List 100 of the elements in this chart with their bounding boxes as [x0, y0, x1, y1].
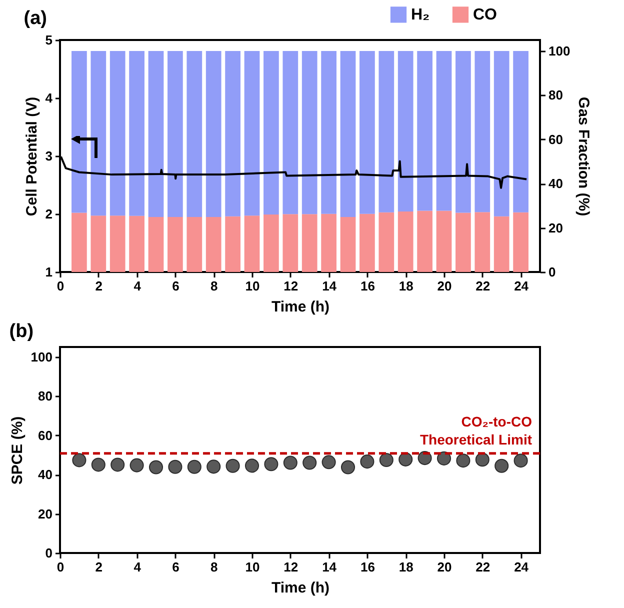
y-tick-label: 5 — [45, 32, 52, 48]
point — [244, 458, 260, 473]
y2-tick-label: 40 — [548, 176, 563, 192]
bar — [206, 216, 222, 272]
bar — [398, 211, 414, 272]
x-tick-label: 20 — [437, 278, 452, 294]
x-tick-label: 16 — [360, 560, 375, 574]
y-tick-label: 40 — [38, 467, 52, 482]
point — [322, 455, 336, 470]
bar — [436, 210, 452, 272]
x-tick-label: 14 — [322, 278, 338, 294]
y2-axis-title: Gas Fraction (%) — [575, 96, 592, 216]
point — [72, 453, 86, 468]
bar — [513, 51, 528, 212]
point — [340, 460, 356, 474]
bar — [72, 212, 87, 272]
chart-title: (a) — [24, 8, 48, 29]
point — [456, 454, 470, 468]
bar — [264, 51, 279, 215]
bar — [302, 51, 318, 214]
bar — [282, 214, 298, 272]
x-tick-label: 2 — [95, 560, 103, 574]
point — [168, 460, 182, 474]
y-tick-label: 20 — [38, 506, 52, 522]
x-tick-label: 24 — [514, 278, 530, 294]
x-tick-label: 24 — [514, 560, 530, 574]
bar — [436, 51, 452, 211]
bar — [474, 212, 490, 272]
bar — [110, 51, 126, 216]
x-tick-label: 0 — [56, 278, 64, 294]
y2-tick-label: 80 — [548, 88, 563, 103]
bar — [168, 51, 183, 217]
point — [494, 458, 509, 473]
x-tick-label: 10 — [245, 560, 260, 574]
bar — [456, 51, 471, 213]
x-tick-label: 18 — [398, 560, 414, 574]
legend-label: H₂ — [411, 6, 430, 24]
x-tick-label: 14 — [322, 560, 338, 574]
x-tick-label: 0 — [56, 560, 64, 574]
bar — [378, 51, 394, 212]
point — [130, 458, 144, 472]
bar — [340, 216, 356, 272]
x-tick-label: 22 — [476, 560, 490, 574]
bar — [474, 51, 490, 212]
y-tick-label: 60 — [38, 428, 52, 443]
x-tick-label: 4 — [134, 560, 142, 574]
bar — [378, 212, 394, 272]
bar — [225, 51, 240, 216]
bar — [360, 214, 375, 272]
x-tick-label: 18 — [398, 278, 414, 294]
y-tick-label: 4 — [45, 90, 54, 106]
bar — [456, 212, 471, 272]
x-tick-label: 20 — [437, 560, 452, 574]
point — [398, 452, 413, 466]
point — [264, 457, 278, 472]
x-tick-label: 8 — [210, 278, 218, 294]
point — [436, 451, 452, 466]
bar — [417, 210, 432, 272]
bar — [186, 51, 202, 217]
x-tick-label: 12 — [284, 560, 298, 574]
x-tick-label: 4 — [134, 278, 142, 294]
y-tick-label: 2 — [45, 206, 52, 222]
point — [110, 458, 125, 472]
point — [475, 452, 490, 467]
bar — [494, 51, 510, 216]
x-tick-label: 6 — [172, 560, 180, 574]
bar — [129, 216, 144, 272]
x-tick-label: 12 — [284, 278, 298, 294]
bar — [186, 216, 202, 272]
x-tick-label: 22 — [476, 278, 490, 294]
bar — [264, 214, 279, 272]
x-tick-label: 16 — [360, 278, 375, 294]
bar — [302, 214, 318, 272]
bar — [90, 51, 106, 216]
x-axis-title: Time (h) — [271, 580, 330, 596]
point — [283, 456, 298, 470]
bar — [168, 216, 183, 272]
y-tick-label: 1 — [45, 264, 52, 280]
bar — [148, 51, 164, 217]
point — [302, 456, 317, 470]
bar — [340, 51, 356, 217]
y-axis-title: SPCE (%) — [8, 416, 26, 485]
point — [360, 454, 374, 469]
x-tick-label: 8 — [210, 560, 218, 574]
bar — [321, 214, 336, 272]
bar — [321, 51, 336, 214]
point — [514, 454, 528, 468]
y2-tick-label: 20 — [548, 220, 563, 236]
point — [148, 460, 164, 474]
x-tick-label: 6 — [172, 278, 180, 294]
bar — [398, 51, 414, 212]
bar — [90, 216, 106, 272]
ref-line-label: CO₂-to-CO Theoretical Limit — [420, 413, 532, 448]
y-tick-label: 0 — [45, 546, 52, 560]
bar — [148, 216, 164, 272]
point — [379, 453, 394, 468]
bar — [244, 216, 260, 272]
bar — [225, 216, 240, 272]
bar — [360, 51, 375, 214]
legend-label: CO — [473, 6, 497, 24]
